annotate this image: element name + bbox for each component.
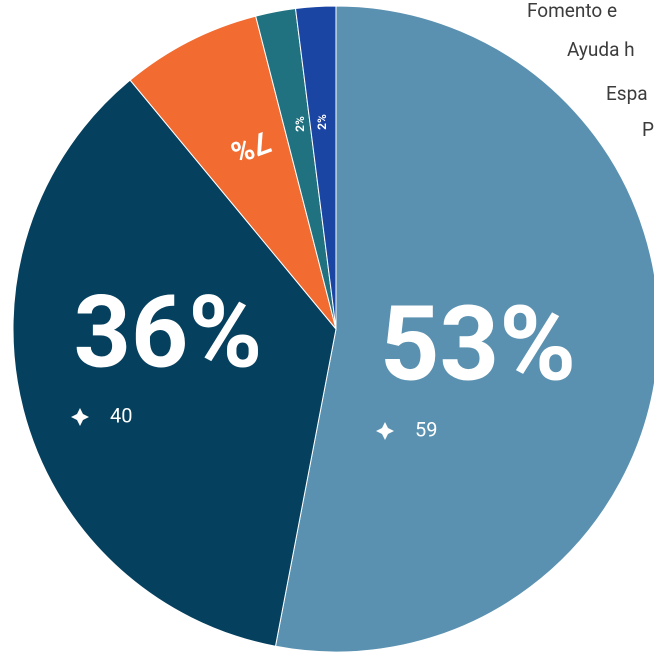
slice-label: 2%	[293, 116, 307, 132]
pie-slice	[294, 5, 337, 330]
star-icon	[71, 408, 89, 426]
pie-slice	[12, 79, 337, 647]
pie-slice	[274, 5, 654, 653]
slice-count: 59	[415, 417, 437, 441]
slice-label: 36%	[74, 274, 263, 391]
slice-count: 40	[110, 403, 132, 427]
star-icon	[376, 422, 394, 440]
slice-label: 2%	[315, 114, 329, 130]
legend-label: Espa	[606, 82, 648, 105]
legend-label: Fomento e	[527, 0, 617, 22]
legend-label: P	[642, 118, 654, 141]
legend-label: Ayuda h	[567, 38, 635, 61]
pie-slice	[129, 15, 337, 330]
slice-label: 53%	[380, 284, 576, 405]
